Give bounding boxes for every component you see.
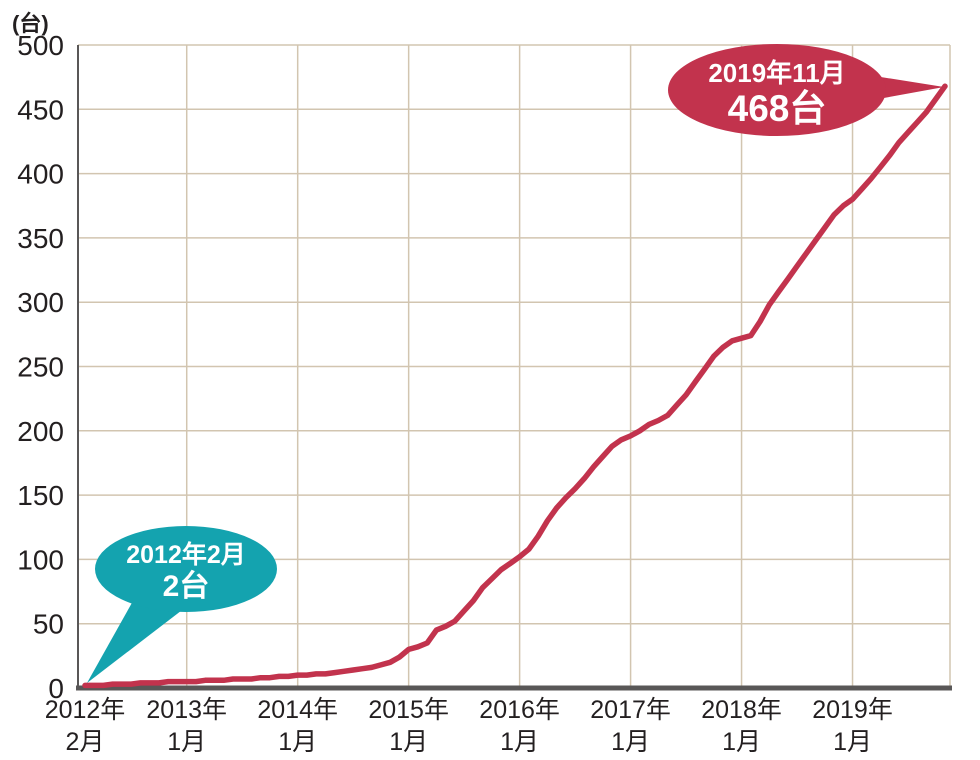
x-tick-year-label: 2014年 (257, 696, 338, 724)
x-tick-year-label: 2017年 (590, 696, 671, 724)
y-tick-label: 200 (17, 416, 64, 447)
y-tick-label: 0 (48, 673, 64, 704)
callout-end-date: 2019年11月 (708, 58, 846, 88)
callout-start-value: 2台 (162, 570, 210, 604)
y-tick-label: 350 (17, 223, 64, 254)
y-tick-label: 150 (17, 480, 64, 511)
x-tick-year-label: 2018年 (701, 696, 782, 724)
y-axis-unit-label: (台) (12, 11, 49, 36)
x-tick-year-label: 2019年 (812, 696, 893, 724)
y-tick-label: 300 (17, 287, 64, 318)
callout-start-tail (87, 592, 190, 683)
data-line (82, 83, 948, 689)
x-tick-month-label: 1月 (500, 728, 539, 756)
y-tick-label: 100 (17, 544, 64, 575)
y-tick-label: 500 (17, 30, 64, 61)
y-tick-label: 400 (17, 159, 64, 190)
x-tick-month-label: 2月 (66, 728, 105, 756)
x-tick-year-label: 2013年 (146, 696, 227, 724)
x-tick-year-label: 2015年 (368, 696, 449, 724)
x-tick-month-label: 1月 (833, 728, 872, 756)
callout-start-date: 2012年2月 (126, 541, 246, 570)
x-tick-month-label: 1月 (611, 728, 650, 756)
y-tick-label: 50 (33, 609, 64, 640)
callout-end-value: 468台 (727, 88, 827, 129)
callout-start: 2012年2月 2台 (95, 526, 277, 612)
y-tick-label: 250 (17, 352, 64, 383)
x-tick-month-label: 1月 (722, 728, 761, 756)
x-tick-year-label: 2012年 (45, 696, 126, 724)
y-tick-label: 450 (17, 94, 64, 125)
x-tick-month-label: 1月 (278, 728, 317, 756)
x-tick-year-label: 2016年 (479, 696, 560, 724)
x-tick-month-label: 1月 (167, 728, 206, 756)
callout-end: 2019年11月 468台 (668, 44, 886, 136)
x-tick-month-label: 1月 (389, 728, 428, 756)
